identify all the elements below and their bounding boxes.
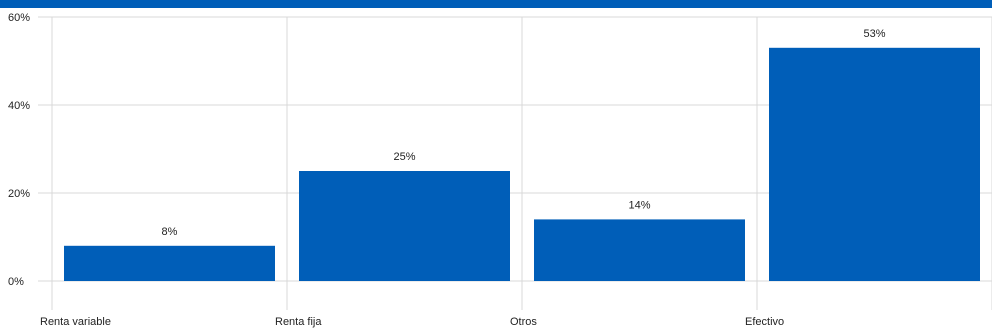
y-tick-label: 20%: [8, 188, 30, 200]
y-tick-label: 60%: [8, 12, 30, 24]
top-accent-bar: [0, 0, 992, 8]
y-tick-label: 0%: [8, 276, 24, 288]
bar-renta-fija: [299, 171, 510, 281]
category-label: Renta variable: [40, 316, 111, 328]
y-tick-label: 40%: [8, 100, 30, 112]
data-label: 8%: [162, 226, 178, 238]
bar-otros: [534, 219, 745, 281]
category-label: Efectivo: [745, 316, 784, 328]
data-label: 25%: [393, 151, 415, 163]
data-label: 14%: [628, 199, 650, 211]
bar-renta-variable: [64, 245, 275, 281]
category-label: Renta fija: [275, 316, 322, 328]
bar-efectivo: [769, 47, 980, 281]
category-label: Otros: [510, 316, 537, 328]
data-label: 53%: [863, 28, 885, 40]
